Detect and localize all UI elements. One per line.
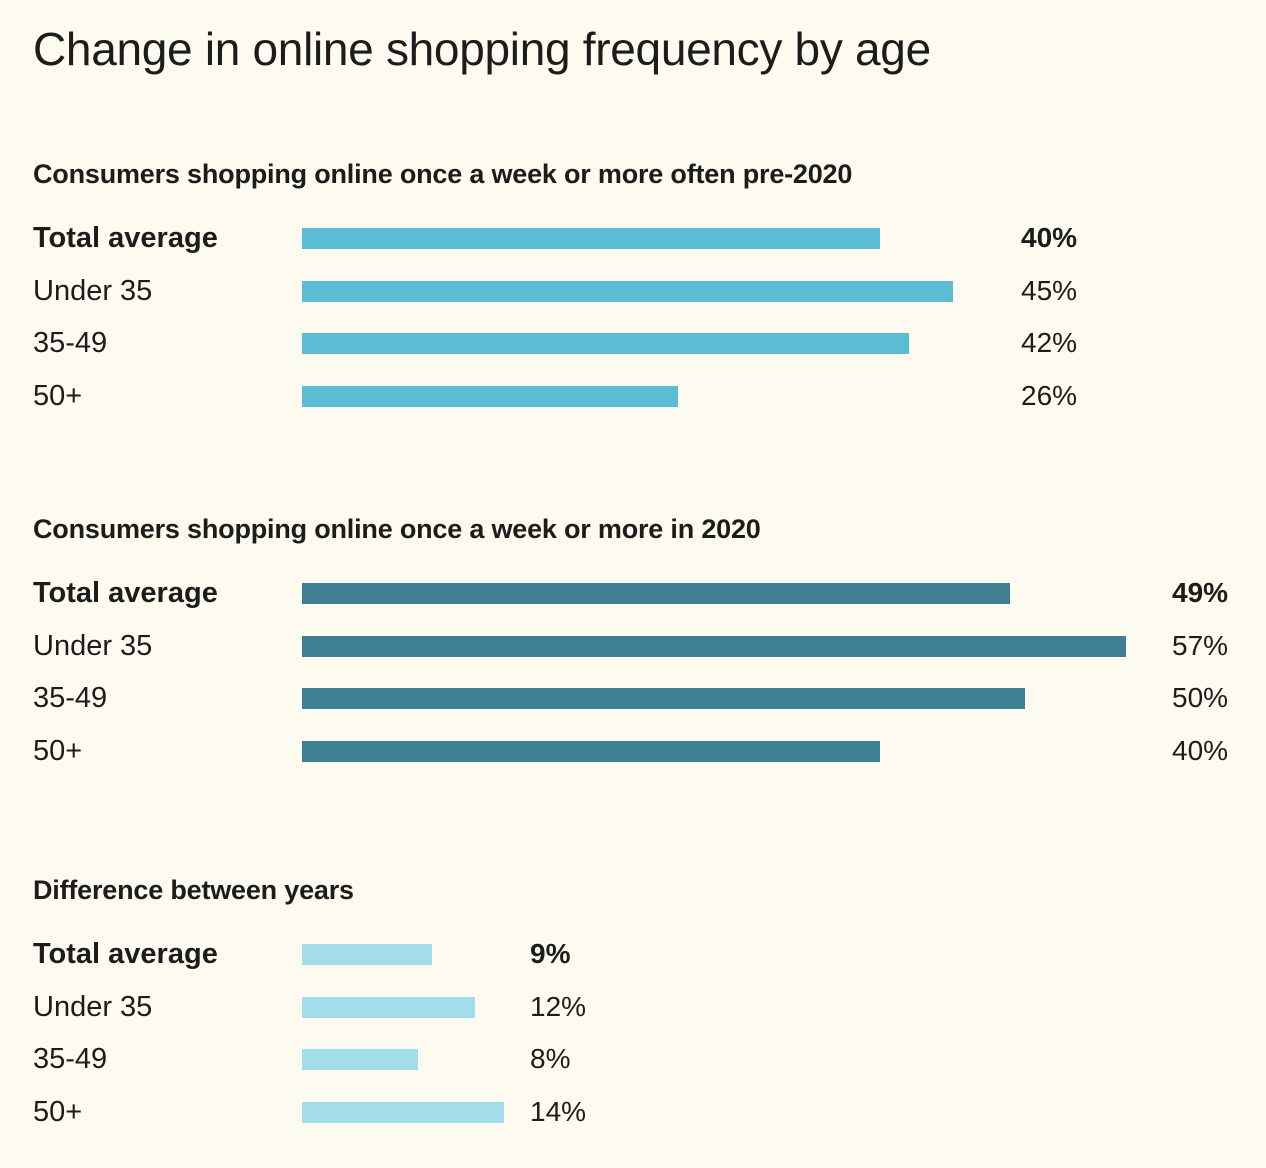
- value-label: 40%: [1172, 734, 1229, 766]
- chart-title: Change in online shopping frequency by a…: [33, 23, 931, 75]
- bar: [302, 280, 953, 302]
- bar-row: Total average 40%: [0, 218, 1266, 258]
- category-label: Total average: [33, 577, 218, 609]
- category-label: Total average: [33, 938, 218, 970]
- bar: [302, 740, 881, 762]
- category-label: Under 35: [33, 990, 153, 1023]
- value-label: 57%: [1172, 629, 1229, 661]
- value-label: 50%: [1172, 682, 1229, 713]
- category-label: 35-49: [33, 327, 108, 359]
- bar-row: 50+ 14%: [0, 1092, 1266, 1132]
- bar: [302, 996, 476, 1018]
- bar-row: Under 35 12%: [0, 987, 1266, 1027]
- value-label: 49%: [1172, 577, 1229, 608]
- bar: [302, 385, 678, 407]
- bar-row: 35-49 50%: [0, 678, 1266, 718]
- value-label: 9%: [530, 938, 571, 969]
- category-label: 50+: [33, 734, 83, 767]
- bar: [302, 635, 1126, 657]
- bar-row: Total average 49%: [0, 573, 1266, 613]
- bar: [302, 333, 910, 354]
- panel-title: Consumers shopping online once a week or…: [33, 159, 853, 189]
- bar: [302, 1049, 418, 1070]
- bar: [302, 583, 1011, 604]
- value-label: 26%: [1021, 379, 1078, 411]
- category-label: 35-49: [33, 682, 108, 714]
- value-label: 42%: [1021, 327, 1078, 358]
- value-label: 12%: [530, 990, 587, 1022]
- panel-title: Consumers shopping online once a week or…: [33, 514, 761, 544]
- value-label: 40%: [1021, 222, 1078, 253]
- bar: [302, 228, 881, 249]
- bar-row: 35-49 8%: [0, 1039, 1266, 1079]
- value-label: 8%: [530, 1043, 571, 1074]
- category-label: 35-49: [33, 1043, 108, 1075]
- bar-row: 50+ 40%: [0, 731, 1266, 771]
- bar-row: 50+ 26%: [0, 376, 1266, 416]
- category-label: Total average: [33, 222, 218, 254]
- value-label: 45%: [1021, 274, 1078, 306]
- panel-title: Difference between years: [33, 875, 354, 905]
- category-label: 50+: [33, 1095, 83, 1128]
- bar-row: Total average 9%: [0, 934, 1266, 974]
- bar: [302, 1101, 505, 1123]
- bar-row: 35-49 42%: [0, 323, 1266, 363]
- category-label: Under 35: [33, 629, 153, 662]
- bar-row: Under 35 57%: [0, 626, 1266, 666]
- bar-row: Under 35 45%: [0, 271, 1266, 311]
- category-label: 50+: [33, 379, 83, 412]
- bar: [302, 944, 433, 965]
- value-label: 14%: [530, 1095, 587, 1127]
- bar: [302, 688, 1025, 709]
- category-label: Under 35: [33, 274, 153, 307]
